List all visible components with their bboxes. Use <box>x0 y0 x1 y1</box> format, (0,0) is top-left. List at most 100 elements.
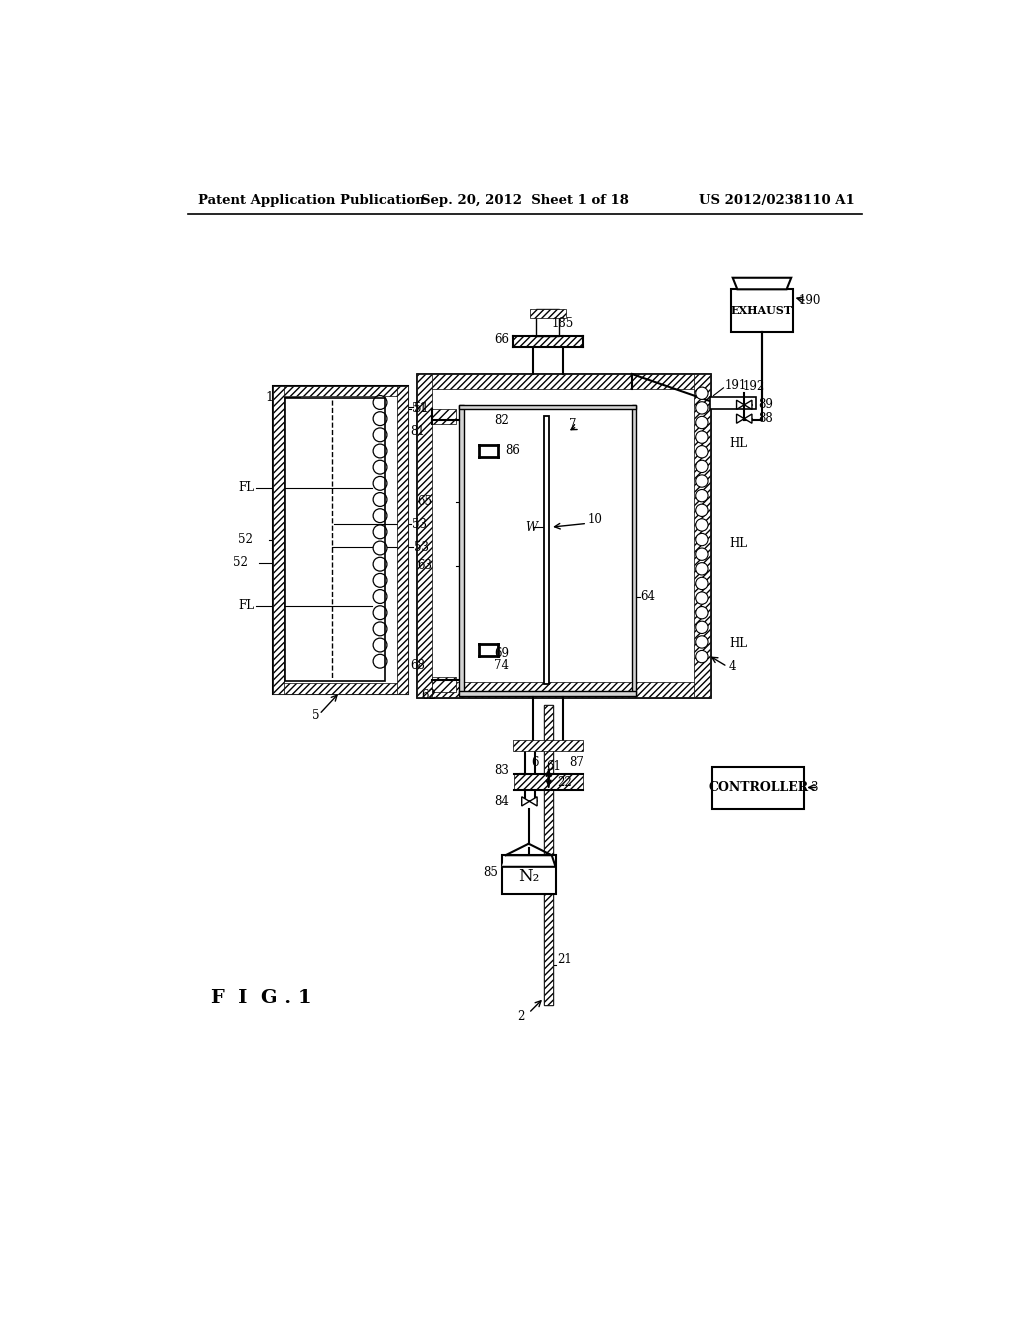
Bar <box>417 374 432 697</box>
Text: FL: FL <box>238 599 254 612</box>
Bar <box>273 385 408 693</box>
Circle shape <box>695 577 708 590</box>
Text: 6: 6 <box>531 756 539 770</box>
Bar <box>710 397 756 409</box>
Circle shape <box>373 606 387 619</box>
Text: 82: 82 <box>495 413 509 426</box>
Bar <box>513 739 583 751</box>
Bar <box>502 855 556 894</box>
Text: 51: 51 <box>412 403 426 416</box>
Bar <box>544 416 549 684</box>
Circle shape <box>373 461 387 474</box>
Bar <box>286 397 385 681</box>
Polygon shape <box>502 855 556 867</box>
Circle shape <box>695 562 708 576</box>
Bar <box>632 405 637 696</box>
Text: 81: 81 <box>410 425 425 438</box>
Text: 86: 86 <box>506 445 520 458</box>
Circle shape <box>695 548 708 560</box>
Circle shape <box>373 573 387 587</box>
Text: HL: HL <box>729 537 746 550</box>
Text: 62: 62 <box>421 689 436 702</box>
Text: 190: 190 <box>799 294 821 308</box>
Bar <box>273 385 284 693</box>
Text: 5: 5 <box>311 709 319 722</box>
Text: 66: 66 <box>495 333 509 346</box>
Text: 69: 69 <box>494 647 509 660</box>
Circle shape <box>695 490 708 502</box>
Polygon shape <box>744 400 752 409</box>
Polygon shape <box>521 797 529 807</box>
Text: 89: 89 <box>758 399 773 412</box>
Bar <box>460 405 637 409</box>
Circle shape <box>373 508 387 523</box>
Text: CONTROLLER: CONTROLLER <box>708 781 808 795</box>
Text: Sep. 20, 2012  Sheet 1 of 18: Sep. 20, 2012 Sheet 1 of 18 <box>421 194 629 207</box>
Circle shape <box>373 541 387 554</box>
Circle shape <box>695 432 708 444</box>
Circle shape <box>373 590 387 603</box>
Text: 53: 53 <box>412 517 427 531</box>
Text: 63: 63 <box>418 560 432 573</box>
Circle shape <box>373 396 387 409</box>
Text: 21: 21 <box>557 953 571 966</box>
Text: 87: 87 <box>569 756 585 770</box>
Text: 53: 53 <box>414 541 429 554</box>
Text: HL: HL <box>729 638 746 649</box>
Polygon shape <box>733 277 792 289</box>
Bar <box>460 692 637 696</box>
Text: 10: 10 <box>587 513 602 527</box>
Text: 192: 192 <box>742 380 765 393</box>
Text: FL: FL <box>238 482 254 495</box>
Text: 88: 88 <box>758 412 773 425</box>
Text: 51: 51 <box>414 403 429 416</box>
Bar <box>513 335 583 347</box>
Bar <box>432 409 456 424</box>
Text: 4: 4 <box>729 660 736 673</box>
Text: N₂: N₂ <box>518 867 540 884</box>
Text: 64: 64 <box>640 590 655 603</box>
Text: 65: 65 <box>418 495 432 508</box>
Circle shape <box>373 412 387 425</box>
Circle shape <box>695 519 708 531</box>
Circle shape <box>373 477 387 490</box>
Circle shape <box>373 492 387 507</box>
Polygon shape <box>736 414 744 424</box>
Bar <box>273 682 408 693</box>
Bar <box>544 705 553 1006</box>
Circle shape <box>695 533 708 545</box>
Circle shape <box>695 446 708 458</box>
Bar <box>731 289 793 331</box>
Text: 3: 3 <box>810 781 818 795</box>
Bar <box>694 374 710 697</box>
Bar <box>712 767 804 809</box>
Text: Patent Application Publication: Patent Application Publication <box>198 194 424 207</box>
Bar <box>514 775 584 789</box>
Circle shape <box>695 591 708 605</box>
Text: 83: 83 <box>495 764 509 777</box>
Polygon shape <box>744 414 752 424</box>
Circle shape <box>695 636 708 648</box>
Circle shape <box>695 607 708 619</box>
Text: 1: 1 <box>265 391 273 404</box>
Bar <box>273 385 408 396</box>
Circle shape <box>695 416 708 429</box>
Circle shape <box>695 387 708 400</box>
Bar <box>417 374 710 389</box>
Circle shape <box>695 475 708 487</box>
Text: HL: HL <box>729 437 746 450</box>
Text: 191: 191 <box>725 379 748 392</box>
Bar <box>460 405 464 696</box>
Bar <box>432 677 456 692</box>
Circle shape <box>373 638 387 652</box>
Text: 85: 85 <box>483 866 498 879</box>
Bar <box>417 682 710 697</box>
Text: 7: 7 <box>569 417 577 430</box>
Text: 84: 84 <box>495 795 509 808</box>
Circle shape <box>695 401 708 414</box>
Text: F  I  G . 1: F I G . 1 <box>211 989 312 1007</box>
Circle shape <box>695 461 708 473</box>
Circle shape <box>373 525 387 539</box>
Circle shape <box>695 651 708 663</box>
Circle shape <box>373 557 387 572</box>
